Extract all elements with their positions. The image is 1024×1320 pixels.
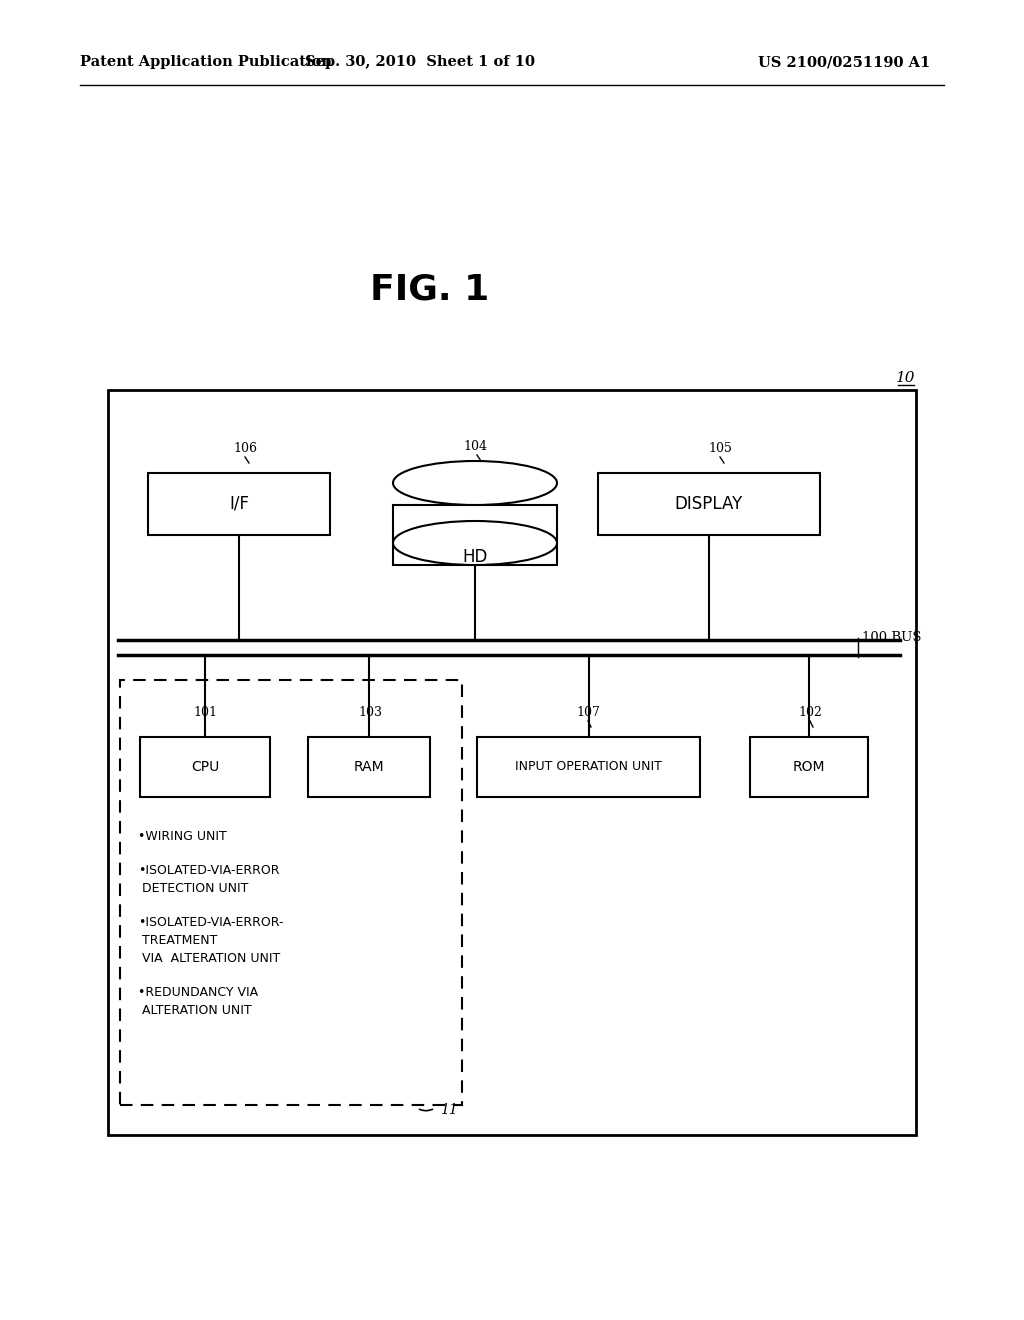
- Text: VIA  ALTERATION UNIT: VIA ALTERATION UNIT: [138, 952, 281, 965]
- Text: 106: 106: [233, 442, 257, 455]
- Text: 11: 11: [440, 1104, 458, 1117]
- Text: Patent Application Publication: Patent Application Publication: [80, 55, 332, 69]
- Text: 101: 101: [193, 706, 217, 719]
- Text: •ISOLATED-VIA-ERROR: •ISOLATED-VIA-ERROR: [138, 865, 280, 876]
- Text: DISPLAY: DISPLAY: [675, 495, 743, 513]
- Bar: [477, 737, 700, 797]
- Bar: [750, 737, 868, 797]
- Text: DETECTION UNIT: DETECTION UNIT: [138, 882, 249, 895]
- Ellipse shape: [393, 461, 557, 506]
- Text: 10: 10: [896, 371, 915, 385]
- Ellipse shape: [393, 521, 557, 565]
- Bar: [148, 473, 330, 535]
- Text: Sep. 30, 2010  Sheet 1 of 10: Sep. 30, 2010 Sheet 1 of 10: [305, 55, 535, 69]
- Text: 105: 105: [708, 442, 732, 455]
- Text: INPUT OPERATION UNIT: INPUT OPERATION UNIT: [515, 760, 662, 774]
- Text: TREATMENT: TREATMENT: [138, 935, 217, 946]
- Text: RAM: RAM: [353, 760, 384, 774]
- Text: 104: 104: [463, 440, 487, 453]
- Text: FIG. 1: FIG. 1: [371, 273, 489, 308]
- Bar: [140, 737, 270, 797]
- Text: 100 BUS: 100 BUS: [862, 631, 922, 644]
- Text: US 2100/0251190 A1: US 2100/0251190 A1: [758, 55, 930, 69]
- Text: •ISOLATED-VIA-ERROR-: •ISOLATED-VIA-ERROR-: [138, 916, 284, 929]
- Text: 107: 107: [577, 706, 600, 719]
- Text: I/F: I/F: [229, 495, 249, 513]
- Bar: [393, 506, 557, 565]
- Bar: [308, 737, 430, 797]
- Text: 102: 102: [798, 706, 822, 719]
- Text: ROM: ROM: [793, 760, 825, 774]
- Text: ALTERATION UNIT: ALTERATION UNIT: [138, 1005, 252, 1016]
- Text: •WIRING UNIT: •WIRING UNIT: [138, 830, 226, 843]
- Bar: [120, 680, 462, 1105]
- Text: 103: 103: [358, 706, 382, 719]
- Text: CPU: CPU: [190, 760, 219, 774]
- Ellipse shape: [393, 521, 557, 565]
- Text: HD: HD: [462, 548, 487, 566]
- Text: •REDUNDANCY VIA: •REDUNDANCY VIA: [138, 986, 258, 999]
- Bar: [108, 389, 916, 1135]
- Bar: [598, 473, 820, 535]
